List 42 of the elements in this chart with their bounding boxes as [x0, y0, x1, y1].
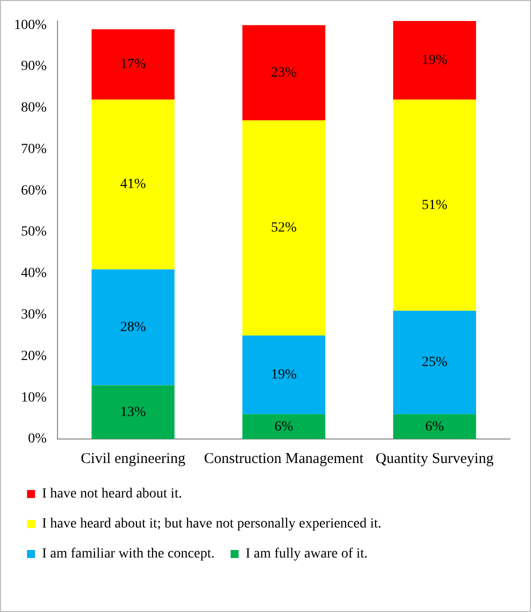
bar — [393, 310, 476, 414]
y-tick-label: 100% — [14, 18, 47, 33]
bar — [242, 25, 326, 120]
y-tick-label: 10% — [20, 390, 47, 406]
y-tick-label: 0% — [28, 432, 47, 447]
bar — [393, 100, 476, 311]
y-tick-label: 50% — [20, 224, 47, 240]
data-label: 6% — [425, 419, 444, 434]
bar — [92, 100, 175, 270]
x-tick-label: Quantity Surveying — [376, 450, 494, 467]
bar — [242, 336, 326, 414]
y-tick-label: 30% — [20, 308, 47, 323]
y-tick-label: 20% — [20, 348, 47, 364]
legend-label: I have not heard about it. — [42, 486, 182, 502]
legend-label: I am fully aware of it. — [246, 546, 368, 562]
y-tick-label: 90% — [20, 59, 47, 74]
legend-label: I have heard about it; but have not personally experienced it. — [42, 516, 382, 532]
x-tick-label: Civil engineering — [80, 450, 186, 467]
bar — [242, 120, 326, 336]
bar — [242, 414, 326, 439]
data-label: 52% — [270, 220, 297, 236]
data-label: 51% — [422, 198, 448, 213]
data-label: 23% — [270, 65, 297, 80]
bar — [92, 385, 175, 439]
bar — [92, 29, 175, 100]
data-label: 41% — [120, 177, 146, 192]
data-label: 25% — [422, 355, 448, 370]
bar — [92, 269, 175, 386]
data-label: 13% — [120, 404, 146, 420]
y-tick-label: 40% — [20, 266, 47, 282]
bar — [393, 414, 476, 439]
y-tick-label: 60% — [20, 183, 47, 198]
data-label: 19% — [422, 52, 448, 68]
y-tick-label: 70% — [20, 142, 47, 157]
data-label: 17% — [120, 57, 146, 72]
x-tick-label: Construction Management — [204, 450, 364, 467]
data-label: 6% — [274, 419, 294, 434]
y-tick-label: 80% — [20, 100, 47, 116]
bar — [393, 21, 476, 100]
data-label: 19% — [270, 368, 297, 383]
legend-label: I am familiar with the concept. — [42, 546, 215, 562]
data-label: 28% — [120, 320, 146, 335]
